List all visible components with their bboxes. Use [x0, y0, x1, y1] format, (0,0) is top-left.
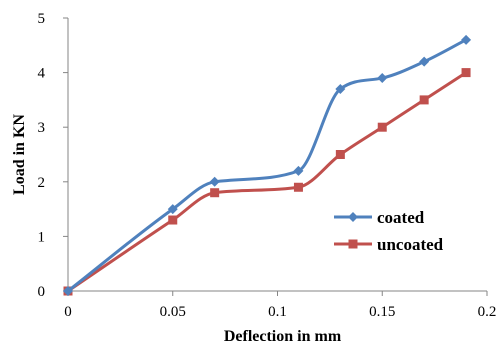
y-tick-label: 0	[38, 284, 46, 300]
axes	[63, 17, 488, 296]
y-axis-title: Load in KN	[11, 114, 28, 195]
series	[63, 34, 472, 296]
data-point-coated	[335, 83, 346, 94]
x-axis-title: Deflection in mm	[224, 328, 342, 345]
x-tick-label: 0	[64, 304, 72, 320]
series-coated	[63, 34, 472, 296]
data-point-coated	[209, 176, 220, 187]
legend-label-coated: coated	[377, 208, 425, 227]
legend-item-uncoated: uncoated	[334, 235, 444, 254]
data-point-uncoated	[210, 188, 220, 198]
data-point-uncoated	[419, 95, 429, 105]
x-tick-label: 0.05	[160, 304, 186, 320]
data-point-coated	[461, 34, 472, 45]
series-uncoated	[63, 68, 471, 296]
data-point-coated	[63, 286, 73, 296]
x-tick-label: 0.1	[268, 304, 287, 320]
data-point-uncoated	[168, 215, 178, 225]
legend-item-coated: coated	[334, 208, 425, 227]
data-point-coated	[419, 56, 430, 67]
legend-marker-coated	[348, 212, 358, 222]
data-point-coated	[167, 204, 178, 215]
series-line-uncoated	[67, 71, 467, 293]
legend-marker-uncoated	[348, 239, 358, 249]
data-point-uncoated	[377, 122, 387, 132]
data-point-uncoated	[335, 150, 345, 159]
x-tick-label: 0.2	[478, 304, 497, 320]
data-point-uncoated	[293, 182, 303, 192]
legend-label-uncoated: uncoated	[377, 235, 444, 254]
y-tick-label: 3	[38, 120, 46, 136]
y-tick-label: 4	[38, 66, 46, 82]
y-tick-label: 1	[38, 229, 46, 245]
legend: coated uncoated	[334, 208, 444, 254]
data-point-uncoated	[461, 68, 471, 78]
tick-labels: 0 1 2 3 4 5 0 0.05 0.1 0.15 0.2	[38, 11, 497, 320]
y-tick-label: 2	[38, 175, 46, 191]
y-tick-label: 5	[38, 11, 46, 27]
x-tick-label: 0.15	[369, 304, 395, 320]
data-point-coated	[377, 73, 388, 84]
data-point-coated	[293, 165, 304, 176]
